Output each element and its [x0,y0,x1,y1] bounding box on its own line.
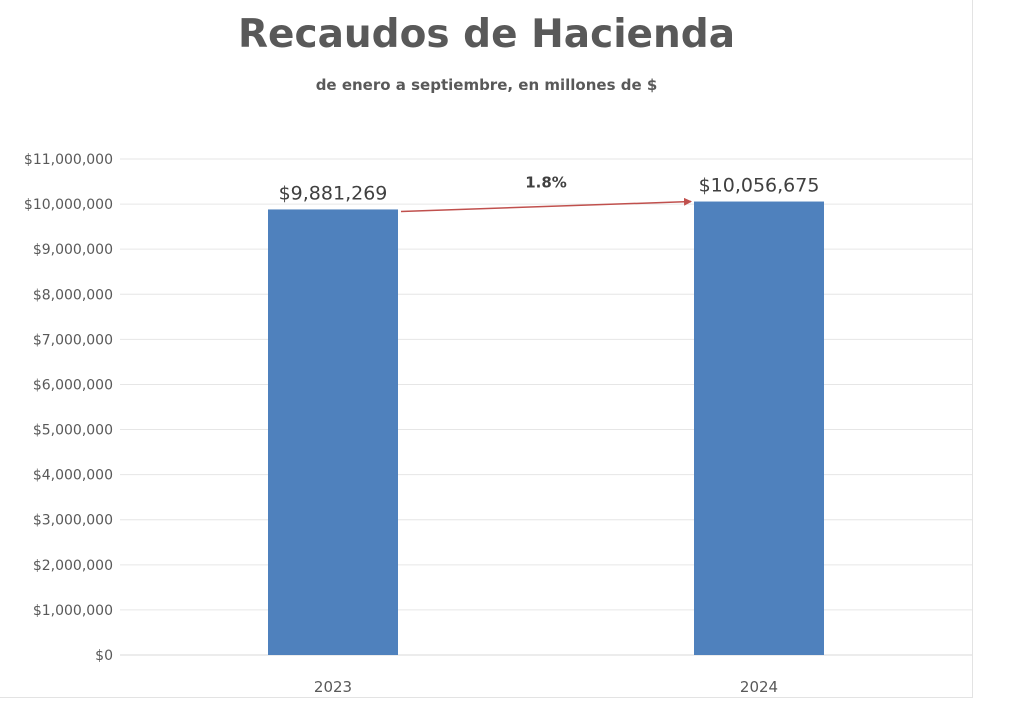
chart-title: Recaudos de Hacienda [237,12,736,57]
growth-annotation: 1.8% [400,174,692,213]
y-tick-label: $3,000,000 [33,513,113,529]
y-tick-label: $10,000,000 [24,197,113,213]
y-tick-label: $11,000,000 [24,152,113,168]
bar-2024 [694,201,824,655]
y-tick-label: $7,000,000 [33,332,113,348]
gridlines [120,158,972,656]
data-labels: $9,881,269 $10,056,675 [279,175,820,205]
bar-2023 [268,209,398,656]
data-label-2023: $9,881,269 [279,182,388,204]
bar-chart: $0 $1,000,000 $2,000,000 $3,000,000 $4,000,0… [24,152,972,696]
x-axis-categories: 2023 2024 [314,678,778,696]
chart-subtitle: de enero a septiembre, en millones de $ [315,76,658,94]
y-tick-label: $4,000,000 [33,468,113,484]
growth-percent-label: 1.8% [525,174,567,192]
y-axis-ticks: $0 $1,000,000 $2,000,000 $3,000,000 $4,000,0… [24,152,113,664]
growth-arrow [400,197,692,213]
y-tick-label: $9,000,000 [33,242,113,258]
y-tick-label: $0 [95,648,113,664]
y-tick-label: $6,000,000 [33,377,113,393]
data-label-2024: $10,056,675 [699,175,820,197]
bars [268,201,824,656]
y-tick-label: $5,000,000 [33,423,113,439]
y-tick-label: $2,000,000 [33,558,113,574]
x-category-label: 2023 [314,678,352,696]
x-category-label: 2024 [740,678,778,696]
y-tick-label: $1,000,000 [33,603,113,619]
y-tick-label: $8,000,000 [33,287,113,303]
